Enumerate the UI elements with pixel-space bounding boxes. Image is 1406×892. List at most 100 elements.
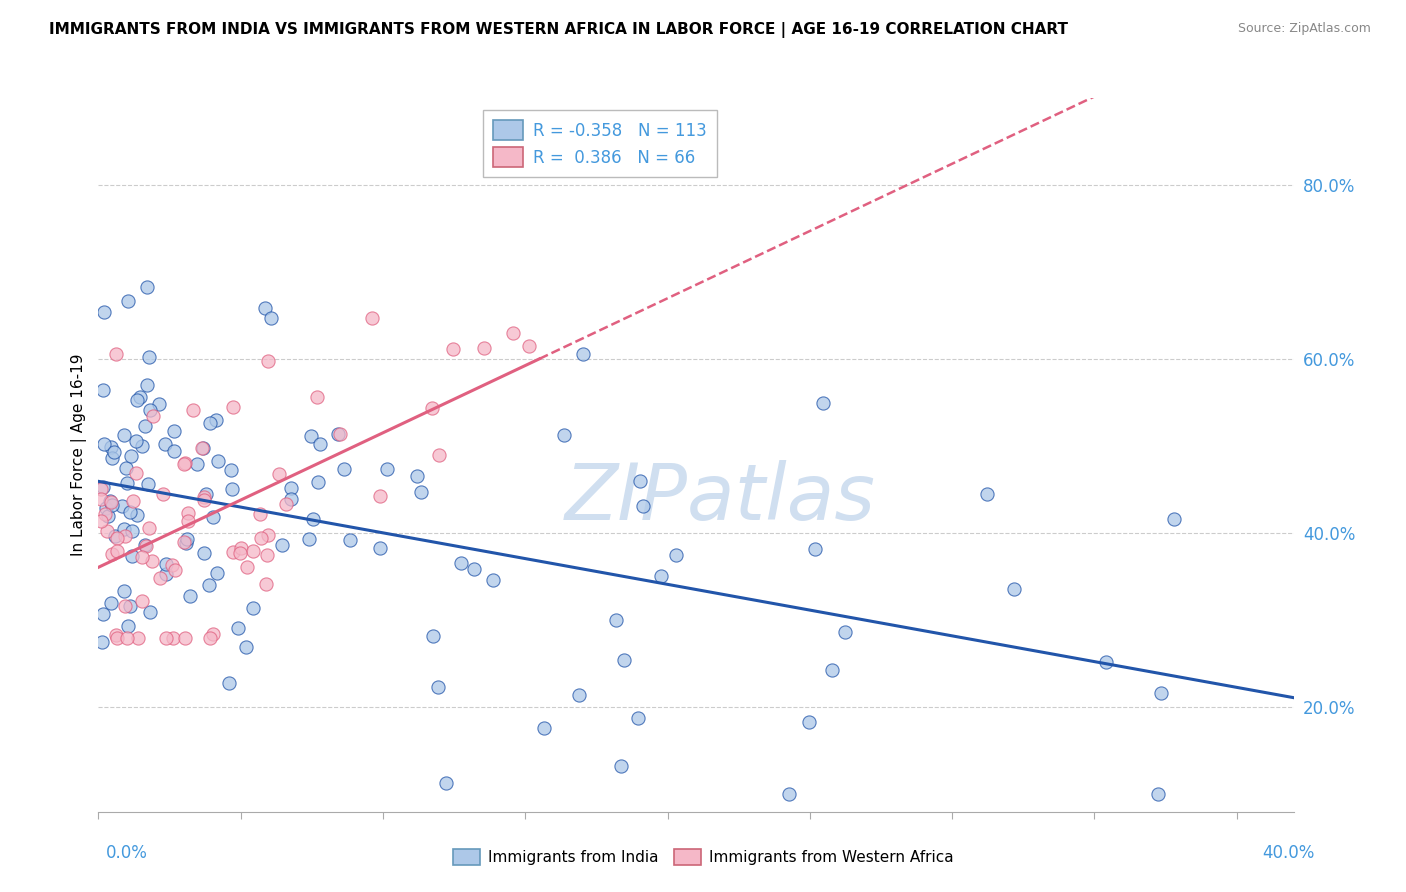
Point [93, 304, 115, 318]
Point [270, 538, 292, 552]
Point [207, 454, 229, 468]
Point [117, 619, 139, 633]
Point [201, 627, 224, 641]
Point [267, 467, 290, 481]
Point [142, 409, 165, 423]
Point [138, 521, 160, 535]
Point [91, 607, 114, 622]
Point [155, 631, 177, 645]
Point [90, 514, 112, 528]
Point [627, 711, 650, 725]
Point [249, 507, 271, 521]
Point [120, 449, 142, 463]
Point [100, 498, 122, 512]
Point [665, 549, 688, 563]
Point [302, 512, 325, 526]
Point [256, 528, 278, 542]
Point [1095, 655, 1118, 669]
Point [91, 383, 114, 397]
Point [131, 549, 153, 564]
Point [90, 634, 112, 648]
Point [153, 437, 176, 451]
Point [405, 469, 427, 483]
Point [149, 571, 172, 585]
Point [173, 457, 195, 471]
Point [94, 508, 117, 522]
Point [572, 347, 595, 361]
Point [174, 631, 197, 645]
Point [97, 508, 120, 523]
Point [628, 474, 651, 488]
Point [820, 664, 842, 678]
Point [138, 477, 160, 491]
Point [427, 680, 450, 694]
Point [176, 506, 198, 520]
Point [254, 577, 277, 591]
Point [114, 461, 136, 475]
Point [139, 605, 162, 619]
Point [797, 714, 820, 729]
Text: 40.0%: 40.0% [1263, 844, 1315, 862]
Point [228, 546, 250, 560]
Point [176, 532, 198, 546]
Point [121, 549, 143, 564]
Point [568, 688, 591, 702]
Point [135, 539, 157, 553]
Point [131, 594, 153, 608]
Point [276, 497, 298, 511]
Point [305, 390, 328, 404]
Point [193, 490, 215, 504]
Point [101, 450, 124, 465]
Point [105, 347, 128, 361]
Point [127, 392, 149, 407]
Point [173, 457, 195, 471]
Point [131, 439, 153, 453]
Point [605, 613, 627, 627]
Point [135, 377, 157, 392]
Point [162, 558, 184, 572]
Point [250, 531, 273, 545]
Point [256, 548, 278, 562]
Point [163, 563, 186, 577]
Point [105, 544, 128, 558]
Point [205, 566, 228, 580]
Point [253, 301, 276, 315]
Point [105, 631, 128, 645]
Point [121, 524, 143, 538]
Point [463, 562, 485, 576]
Point [100, 596, 122, 610]
Point [308, 436, 330, 450]
Point [134, 418, 156, 433]
Point [179, 589, 201, 603]
Point [1147, 787, 1170, 801]
Point [155, 566, 177, 581]
Point [100, 440, 122, 454]
Point [242, 543, 264, 558]
Point [134, 538, 156, 552]
Point [148, 397, 170, 411]
Point [120, 505, 142, 519]
Point [191, 441, 214, 455]
Point [450, 556, 472, 570]
Point [115, 475, 138, 490]
Point [193, 546, 215, 560]
Point [198, 577, 221, 591]
Point [114, 599, 136, 613]
Point [778, 787, 800, 801]
Text: 0.0%: 0.0% [105, 844, 148, 862]
Point [368, 541, 391, 555]
Point [104, 529, 127, 543]
Point [976, 487, 998, 501]
Point [472, 341, 495, 355]
Point [200, 631, 222, 645]
Point [163, 444, 186, 458]
Point [125, 466, 148, 480]
Point [235, 640, 257, 655]
Point [420, 401, 443, 415]
Point [162, 631, 184, 645]
Point [90, 491, 112, 506]
Point [112, 523, 135, 537]
Point [834, 624, 856, 639]
Point [427, 448, 450, 462]
Point [112, 428, 135, 442]
